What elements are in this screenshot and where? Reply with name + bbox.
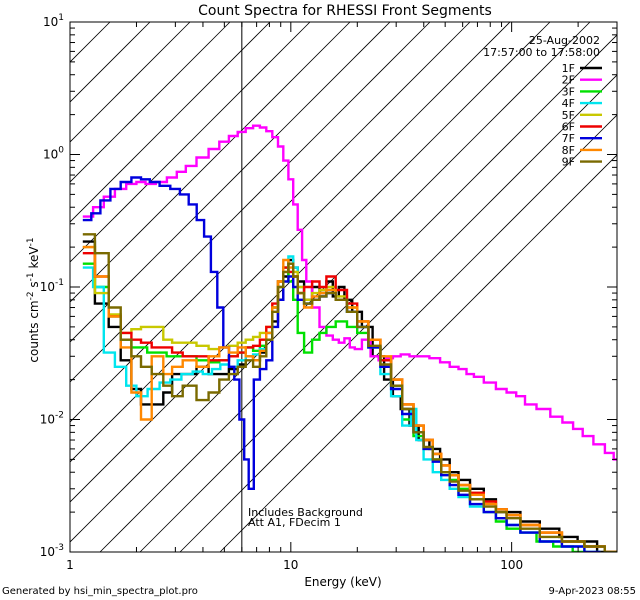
legend-label-3f: 3F (562, 85, 575, 98)
ylabel-exp2: -1 (26, 272, 36, 281)
hatch-line (70, 22, 311, 263)
hatch-line (70, 22, 391, 343)
hatch-line (70, 22, 431, 383)
y-axis-label: counts cm-2 s-1 keV-1 (26, 237, 41, 362)
footer-timestamp: 9-Apr-2023 08:55 (549, 586, 636, 597)
ylabel-mid2: keV (27, 246, 41, 273)
legend-label-8f: 8F (562, 144, 575, 157)
hatch-line (179, 114, 617, 552)
y-tick-label: 10-1 (40, 278, 64, 294)
series-line-8f (82, 245, 617, 552)
hatch-line (70, 22, 351, 303)
hatch-line (70, 22, 231, 183)
x-tick-label: 1 (66, 558, 74, 572)
annotation-attenuator: Att A1, FDecim 1 (248, 516, 341, 529)
ylabel-base: counts cm (27, 300, 41, 362)
legend-label-6f: 6F (562, 121, 575, 134)
x-tick-label: 10 (283, 558, 298, 572)
hatch-line (139, 74, 617, 552)
ylabel-exp1: -2 (26, 291, 36, 300)
y-tick-label: 101 (43, 13, 64, 29)
chart-date: 25-Aug-2002 (529, 34, 600, 47)
x-tick-label: 100 (500, 558, 523, 572)
legend-label-7f: 7F (562, 132, 575, 145)
axis-ticks: 1 10 100 10-3 10-2 10-1 100 101 (40, 13, 618, 572)
chart-time-range: 17:57:00 to 17:58:00 (483, 46, 600, 59)
hatch-line (70, 22, 551, 503)
annotation-background: Includes Background (248, 506, 363, 519)
legend-label-2f: 2F (562, 74, 575, 87)
legend-label-4f: 4F (562, 97, 575, 110)
hatch-line (70, 22, 191, 143)
series-line-2f (82, 124, 617, 461)
hatch-line (219, 154, 617, 552)
hatch-line (70, 22, 471, 423)
series-line-9f (82, 233, 617, 552)
hatch-line (99, 34, 617, 552)
legend-label-9f: 9F (562, 156, 575, 169)
y-tick-label: 10-3 (40, 543, 64, 559)
series-line-7f (82, 176, 601, 552)
ylabel-mid1: s (27, 281, 41, 291)
y-tick-label: 100 (43, 146, 64, 162)
x-axis-label: Energy (keV) (304, 575, 381, 589)
chart-title: Count Spectra for RHESSI Front Segments (198, 3, 492, 19)
hatch-line (70, 22, 271, 223)
legend-label-1f: 1F (562, 62, 575, 75)
hatch-line (70, 22, 511, 463)
series-group (82, 124, 617, 552)
footer-generator: Generated by hsi_min_spectra_plot.pro (2, 586, 198, 597)
series-line-6f (82, 252, 617, 552)
y-tick-label: 10-2 (40, 411, 64, 427)
legend-label-5f: 5F (562, 109, 575, 122)
ylabel-exp3: -1 (26, 237, 36, 246)
